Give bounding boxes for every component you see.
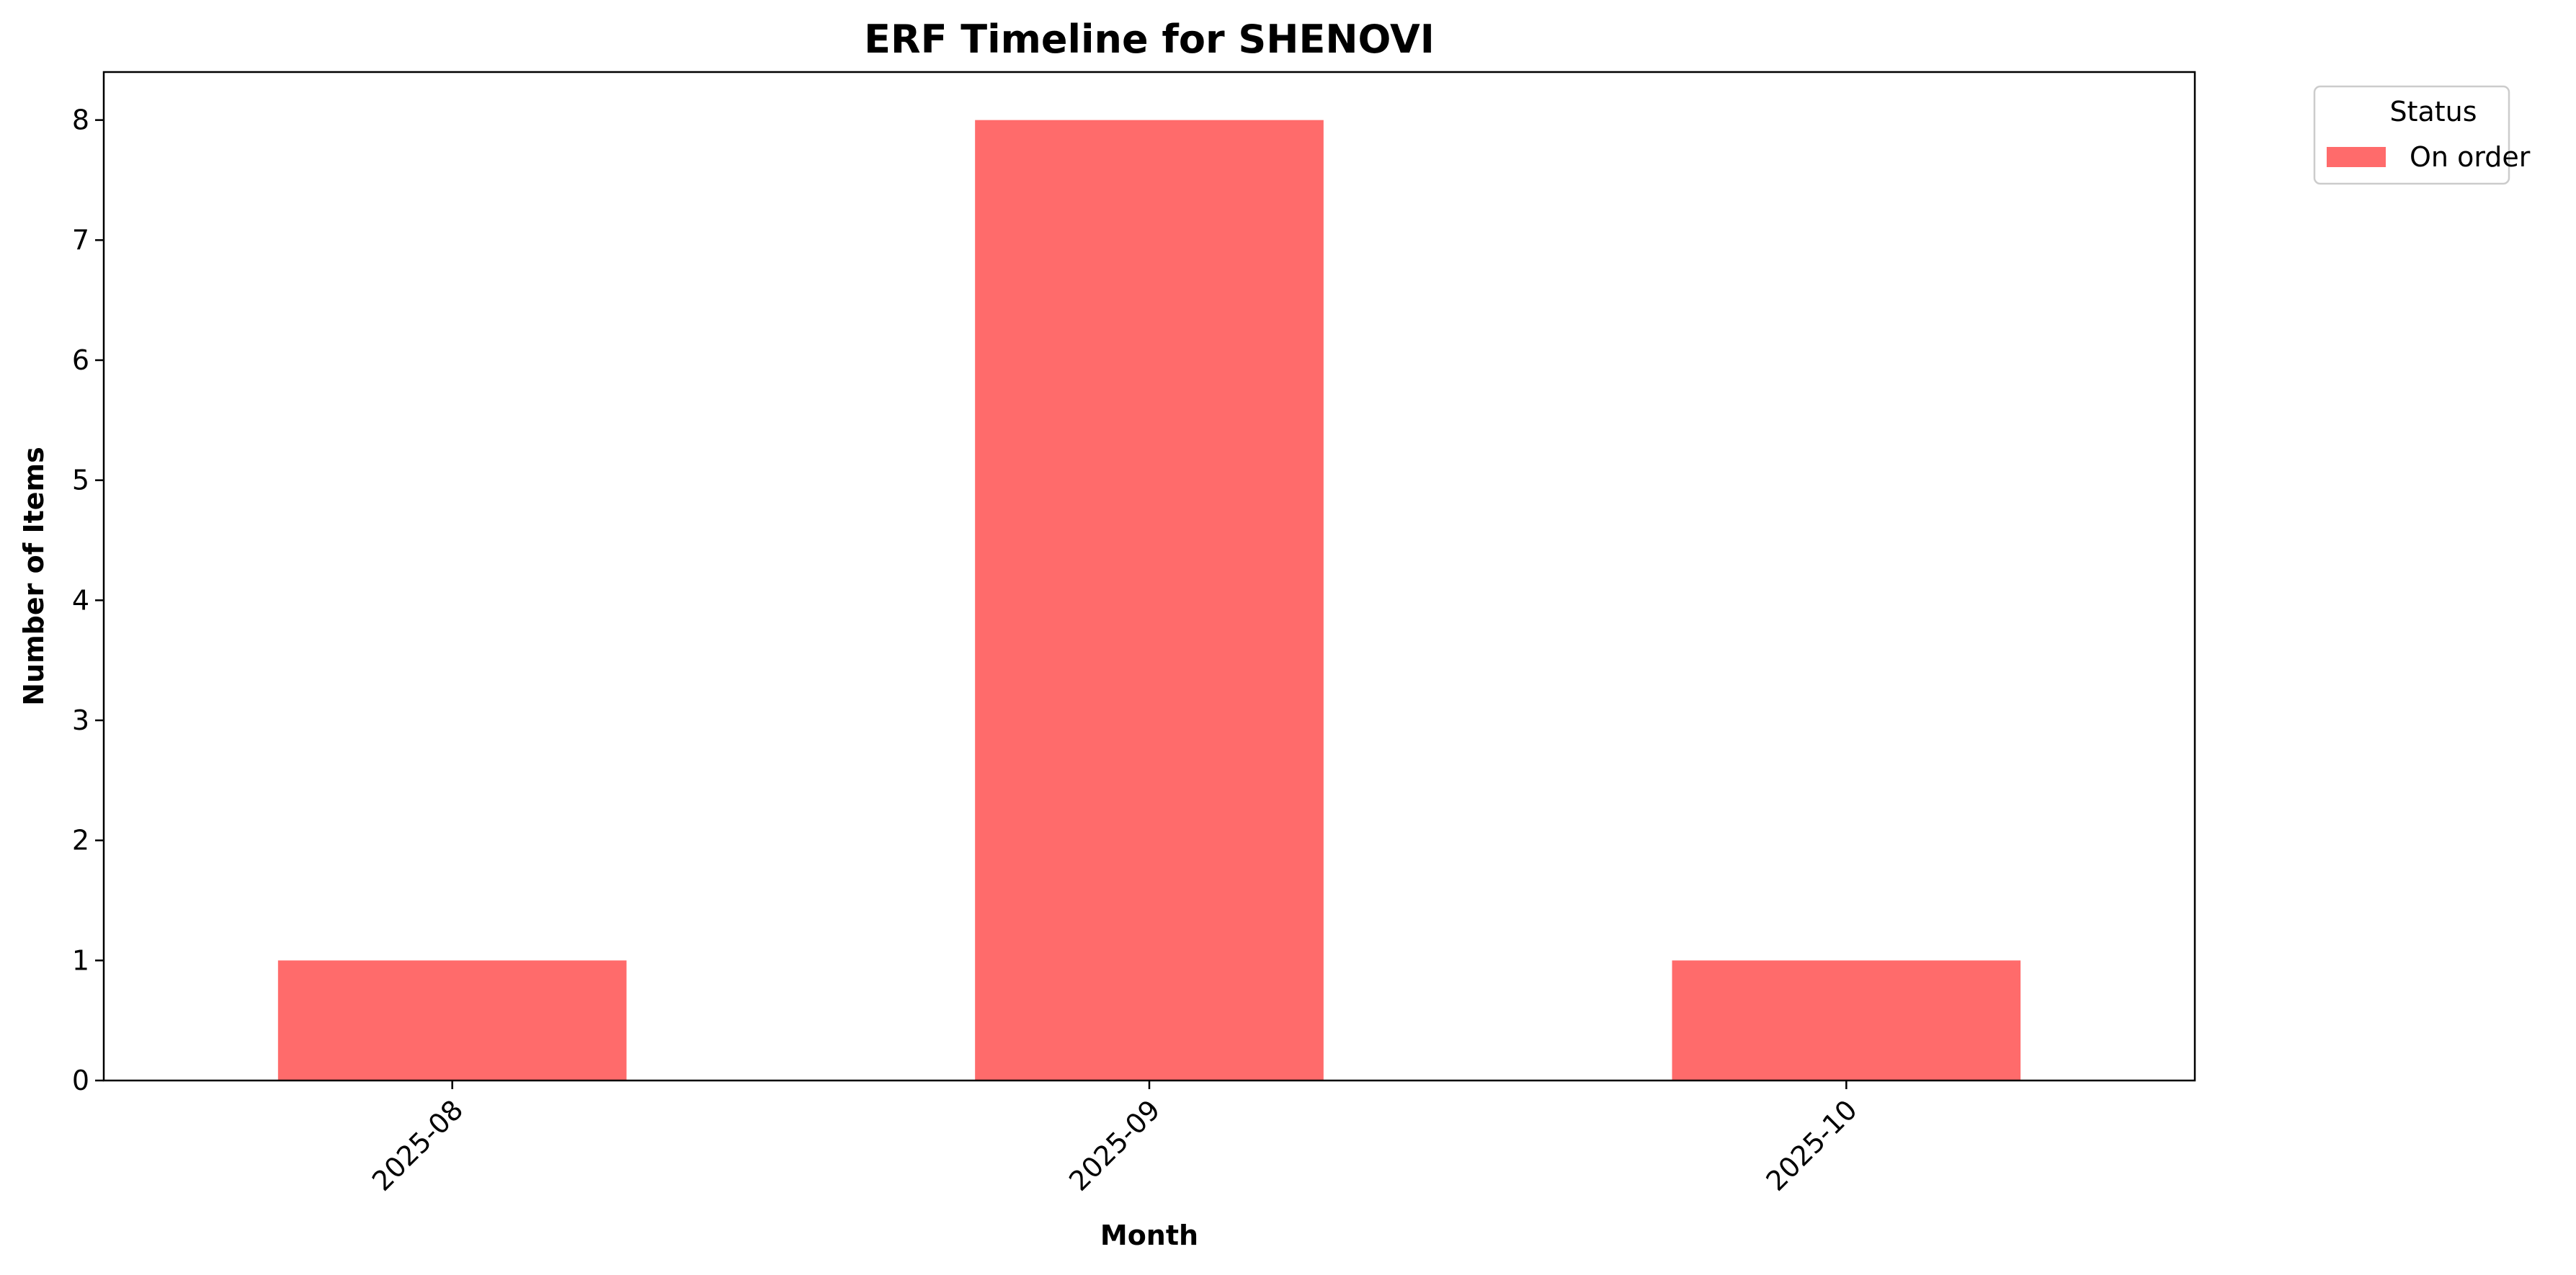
y-tick-label: 5	[72, 465, 89, 496]
y-tick-label: 8	[72, 104, 89, 136]
x-axis-label: Month	[1100, 1220, 1198, 1251]
y-tick-label: 1	[72, 944, 89, 976]
legend-label-on-order: On order	[2410, 141, 2531, 173]
chart-title: ERF Timeline for SHENOVI	[864, 17, 1435, 62]
legend-swatch-on-order	[2327, 147, 2386, 167]
legend-title: Status	[2389, 96, 2477, 128]
y-tick-label: 2	[72, 825, 89, 856]
y-axis-label: Number of Items	[18, 447, 50, 706]
bar-2025-10	[1672, 960, 2021, 1081]
y-tick-label: 7	[72, 224, 89, 256]
y-tick-label: 6	[72, 344, 89, 376]
bar-2025-08	[277, 960, 627, 1081]
y-tick-label: 0	[72, 1065, 89, 1096]
bar-group	[277, 120, 2021, 1081]
y-axis: 0 1 2 3 4 5 6 7 8	[72, 104, 104, 1096]
y-tick-label: 4	[72, 584, 89, 616]
plot-frame	[102, 71, 2196, 1082]
y-tick-label: 3	[72, 704, 89, 736]
bar-2025-09	[975, 120, 1324, 1081]
legend: Status On order	[2313, 85, 2531, 185]
